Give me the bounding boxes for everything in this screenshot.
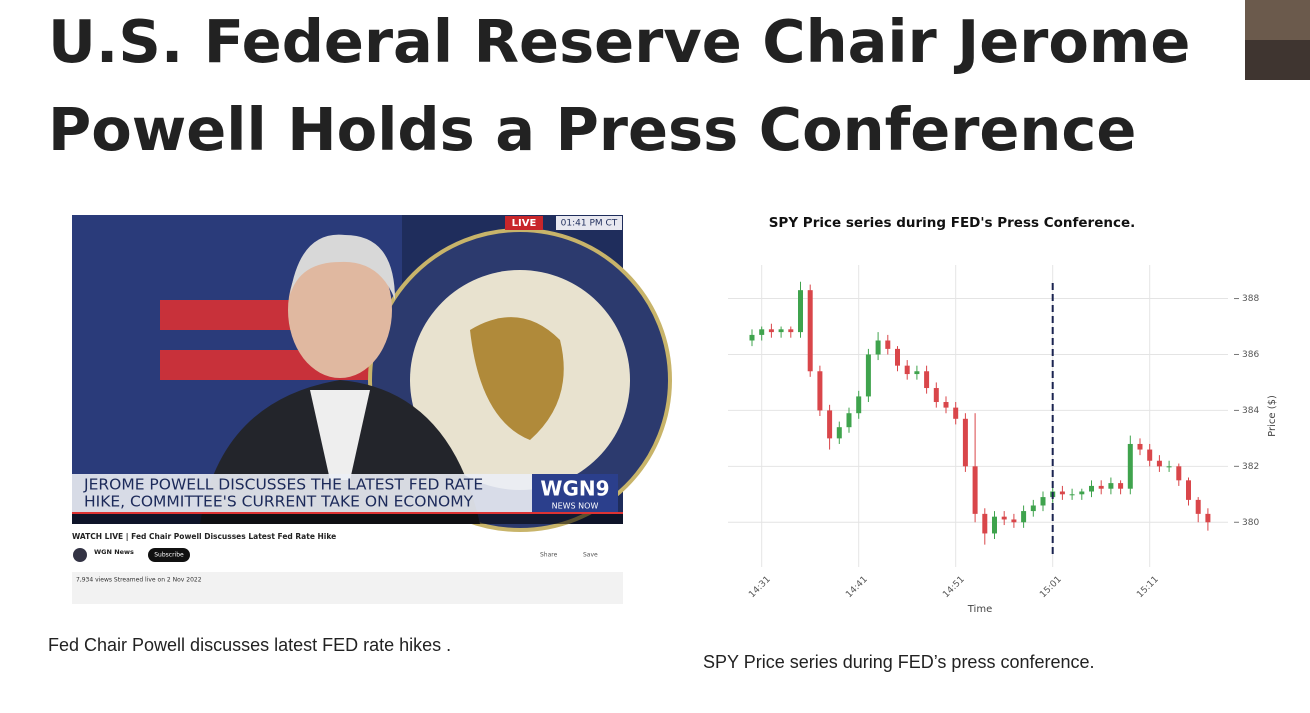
chart-title: SPY Price series during FED's Press Conf…: [769, 215, 1136, 231]
candle-body: [1195, 499, 1201, 514]
candle-body: [1021, 511, 1027, 523]
candle-body: [1186, 480, 1191, 500]
candle-body: [914, 371, 920, 375]
candle-body: [807, 290, 813, 372]
y-tick-label: 384: [1242, 406, 1259, 416]
live-badge-text: LIVE: [512, 218, 537, 229]
x-axis-label: Time: [967, 604, 992, 615]
title: U.S. Federal Reserve Chair Jerome: [48, 7, 1190, 76]
candle-body: [827, 410, 833, 439]
candle-body: [992, 516, 997, 534]
share-button[interactable]: Share: [540, 552, 558, 559]
candle-body: [1108, 483, 1114, 489]
subscribe-button[interactable]: [148, 548, 190, 562]
candle-body: [962, 418, 968, 467]
person-face: [288, 242, 392, 378]
candle-body: [875, 340, 881, 355]
candle-body: [1098, 485, 1104, 489]
candle-body: [904, 365, 910, 375]
person-hair: [290, 234, 395, 300]
candle-body: [895, 348, 900, 366]
candle-body: [1011, 519, 1017, 523]
person-shirt: [310, 390, 370, 480]
candle-body: [817, 371, 823, 411]
candle-body: [1156, 460, 1162, 467]
candle-body: [778, 329, 784, 333]
video-meta: 7,934 views Streamed live on 2 Nov 2022: [76, 577, 202, 584]
time-badge: [556, 216, 622, 230]
save-button[interactable]: Save: [583, 552, 598, 559]
candle-body: [865, 354, 871, 397]
logo-sub: NEWS NOW: [552, 502, 599, 511]
y-tick-label: 386: [1242, 350, 1259, 360]
time-badge-text: 01:41 PM CT: [561, 219, 618, 229]
candle-body: [953, 407, 959, 419]
candle-body: [856, 396, 862, 414]
seal-eagle: [470, 317, 564, 440]
video-caption: Fed Chair Powell discusses latest FED ra…: [48, 635, 451, 655]
candle-body: [1137, 443, 1143, 450]
channel-avatar: [73, 548, 87, 562]
candle-body: [749, 334, 755, 341]
banner-text: HIKE, COMMITTEE'S CURRENT TAKE ON ECONOM…: [84, 493, 474, 511]
candle-body: [1079, 491, 1085, 495]
webcam-shade: [1245, 40, 1310, 80]
chart-caption: SPY Price series during FED’s press conf…: [703, 652, 1095, 672]
candle-body: [1059, 491, 1065, 495]
video-title: WATCH LIVE | Fed Chair Powell Discusses …: [72, 532, 336, 542]
logo: WGN9: [540, 477, 609, 501]
candle-body: [1069, 494, 1075, 496]
player-controls: [72, 512, 623, 524]
description-box: [72, 572, 623, 604]
candle-body: [1040, 497, 1046, 506]
candle-body: [836, 427, 842, 439]
candle-body: [1001, 516, 1007, 520]
banner-text: JEROME POWELL DISCUSSES THE LATEST FED R…: [83, 476, 483, 494]
banner: [72, 474, 532, 512]
candle-body: [1166, 466, 1172, 468]
y-tick-label: 388: [1242, 294, 1259, 304]
candle-body: [1127, 443, 1133, 489]
candle-body: [1147, 449, 1153, 461]
candle-body: [885, 340, 891, 349]
progress-bar[interactable]: [72, 512, 623, 514]
live-badge: [505, 216, 543, 230]
candle-body: [798, 290, 803, 333]
candle-body: [788, 329, 794, 333]
y-tick-label: 382: [1242, 462, 1259, 472]
candle-body: [768, 329, 774, 333]
subscribe-text: Subscribe: [154, 552, 184, 559]
video-player[interactable]: LIVE 01:41 PM CT JEROME POWELL DISCUSSES…: [72, 215, 672, 532]
candle-body: [1089, 485, 1094, 492]
candle-body: [1176, 466, 1182, 481]
y-axis-label: Price ($): [1267, 395, 1278, 437]
candle-body: [924, 371, 930, 389]
candle-body: [846, 413, 852, 428]
candle-body: [1118, 483, 1124, 489]
title: Powell Holds a Press Conference: [48, 95, 1136, 164]
candle-body: [1030, 505, 1036, 512]
candle-body: [982, 513, 988, 534]
candle-body: [933, 388, 939, 403]
candle-body: [1205, 513, 1211, 523]
y-tick-label: 380: [1242, 518, 1259, 528]
candle-body: [972, 466, 978, 514]
candle-body: [943, 402, 949, 408]
logo-box: [532, 474, 618, 512]
candle-body: [759, 329, 765, 335]
channel-name: WGN News: [94, 548, 134, 556]
